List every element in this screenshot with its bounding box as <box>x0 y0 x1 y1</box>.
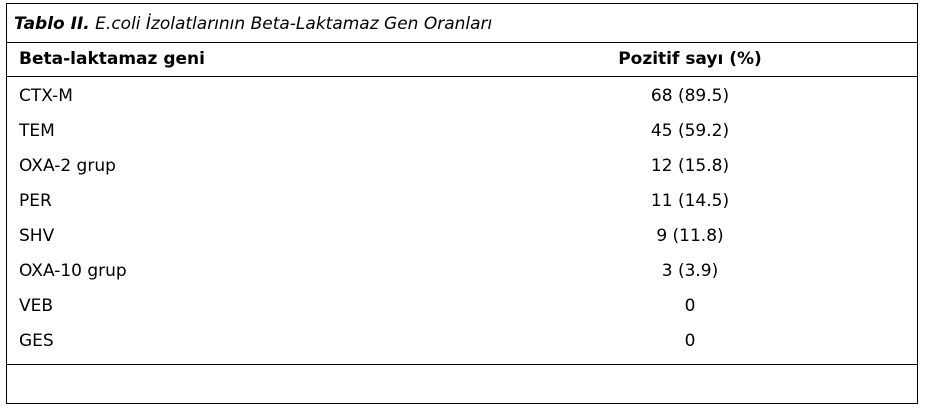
table-row: OXA-10 grup 3 (3.9) <box>0 261 926 291</box>
count-cell: 45 (59.2) <box>650 121 730 141</box>
count-cell: 9 (11.8) <box>656 226 724 246</box>
count-cell: 12 (15.8) <box>650 156 730 176</box>
gene-cell: OXA-10 grup <box>19 261 127 281</box>
gene-cell: CTX-M <box>19 86 73 106</box>
caption-divider <box>6 42 918 43</box>
table-row: VEB 0 <box>0 296 926 326</box>
table-row: SHV 9 (11.8) <box>0 226 926 256</box>
table-bottom-rule <box>6 364 918 365</box>
gene-cell: OXA-2 grup <box>19 156 116 176</box>
caption-label: Tablo II. <box>14 14 90 34</box>
table-row: CTX-M 68 (89.5) <box>0 86 926 116</box>
table-row: GES 0 <box>0 331 926 361</box>
count-cell: 0 <box>684 331 696 351</box>
table-caption: Tablo II. E.coli İzolatlarının Beta-Lakt… <box>14 14 492 34</box>
gene-cell: TEM <box>19 121 55 141</box>
table-row: OXA-2 grup 12 (15.8) <box>0 156 926 186</box>
table-row: TEM 45 (59.2) <box>0 121 926 151</box>
count-cell: 68 (89.5) <box>650 86 730 106</box>
header-gene: Beta-laktamaz geni <box>19 49 205 69</box>
header-positive-count: Pozitif sayı (%) <box>618 49 762 69</box>
count-cell: 0 <box>684 296 696 316</box>
gene-cell: SHV <box>19 226 55 246</box>
caption-text: E.coli İzolatlarının Beta-Laktamaz Gen O… <box>95 14 493 34</box>
count-cell: 3 (3.9) <box>661 261 719 281</box>
gene-cell: PER <box>19 191 52 211</box>
header-divider <box>6 76 918 77</box>
table-frame <box>6 3 918 404</box>
table-row: PER 11 (14.5) <box>0 191 926 221</box>
count-cell: 11 (14.5) <box>650 191 730 211</box>
gene-cell: VEB <box>19 296 54 316</box>
gene-cell: GES <box>19 331 54 351</box>
